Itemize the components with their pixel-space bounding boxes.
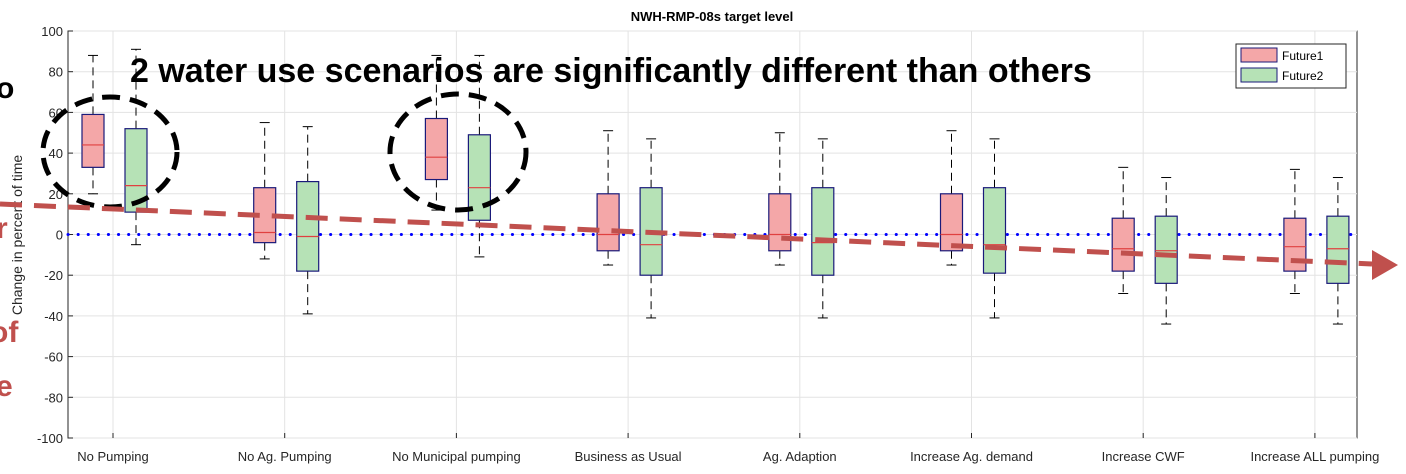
y-tick-label: -80 [44, 390, 63, 405]
box [1111, 217, 1135, 272]
x-tick-label: Increase ALL pumping [1250, 449, 1379, 464]
box [811, 187, 835, 276]
box [1326, 215, 1350, 284]
legend-label: Future2 [1282, 69, 1324, 83]
x-tick-label: No Pumping [77, 449, 149, 464]
left-fragment: e [0, 370, 13, 403]
y-tick-label: -60 [44, 350, 63, 365]
trend-arrowhead [1372, 250, 1398, 280]
x-tick-label: Increase Ag. demand [910, 449, 1033, 464]
box [1283, 217, 1307, 272]
box [982, 187, 1007, 274]
box [768, 193, 792, 252]
box [467, 134, 491, 221]
y-tick-label: -20 [44, 268, 63, 283]
box [81, 113, 105, 168]
y-tick-label: 40 [49, 146, 63, 161]
box [296, 180, 320, 272]
y-tick-label: -40 [44, 309, 63, 324]
left-fragment: of [0, 316, 19, 349]
legend-swatch [1240, 47, 1278, 63]
box [939, 193, 964, 252]
chart-title: NWH-RMP-08s target level [631, 9, 794, 24]
trend-arrow [0, 201, 1373, 267]
x-tick-label: Increase CWF [1102, 449, 1185, 464]
y-tick-label: 0 [56, 228, 63, 243]
legend-label: Future1 [1282, 49, 1324, 63]
box [596, 193, 620, 252]
x-tick-label: No Municipal pumping [392, 449, 521, 464]
y-tick-label: -100 [37, 431, 63, 446]
left-fragment: o [0, 72, 14, 105]
annotation: 2 water use scenarios are significantly … [130, 52, 1092, 90]
left-fragment: r [0, 212, 8, 245]
x-tick-label: Business as Usual [575, 449, 682, 464]
legend-swatch [1240, 67, 1278, 83]
highlight-circle [387, 91, 529, 213]
x-tick-label: Ag. Adaption [763, 449, 837, 464]
y-tick-label: 100 [41, 24, 63, 39]
y-axis-label: Change in percent of time [9, 155, 25, 316]
box [1154, 215, 1178, 284]
x-tick-label: No Ag. Pumping [238, 449, 332, 464]
y-tick-label: 80 [49, 65, 63, 80]
box [424, 117, 448, 181]
